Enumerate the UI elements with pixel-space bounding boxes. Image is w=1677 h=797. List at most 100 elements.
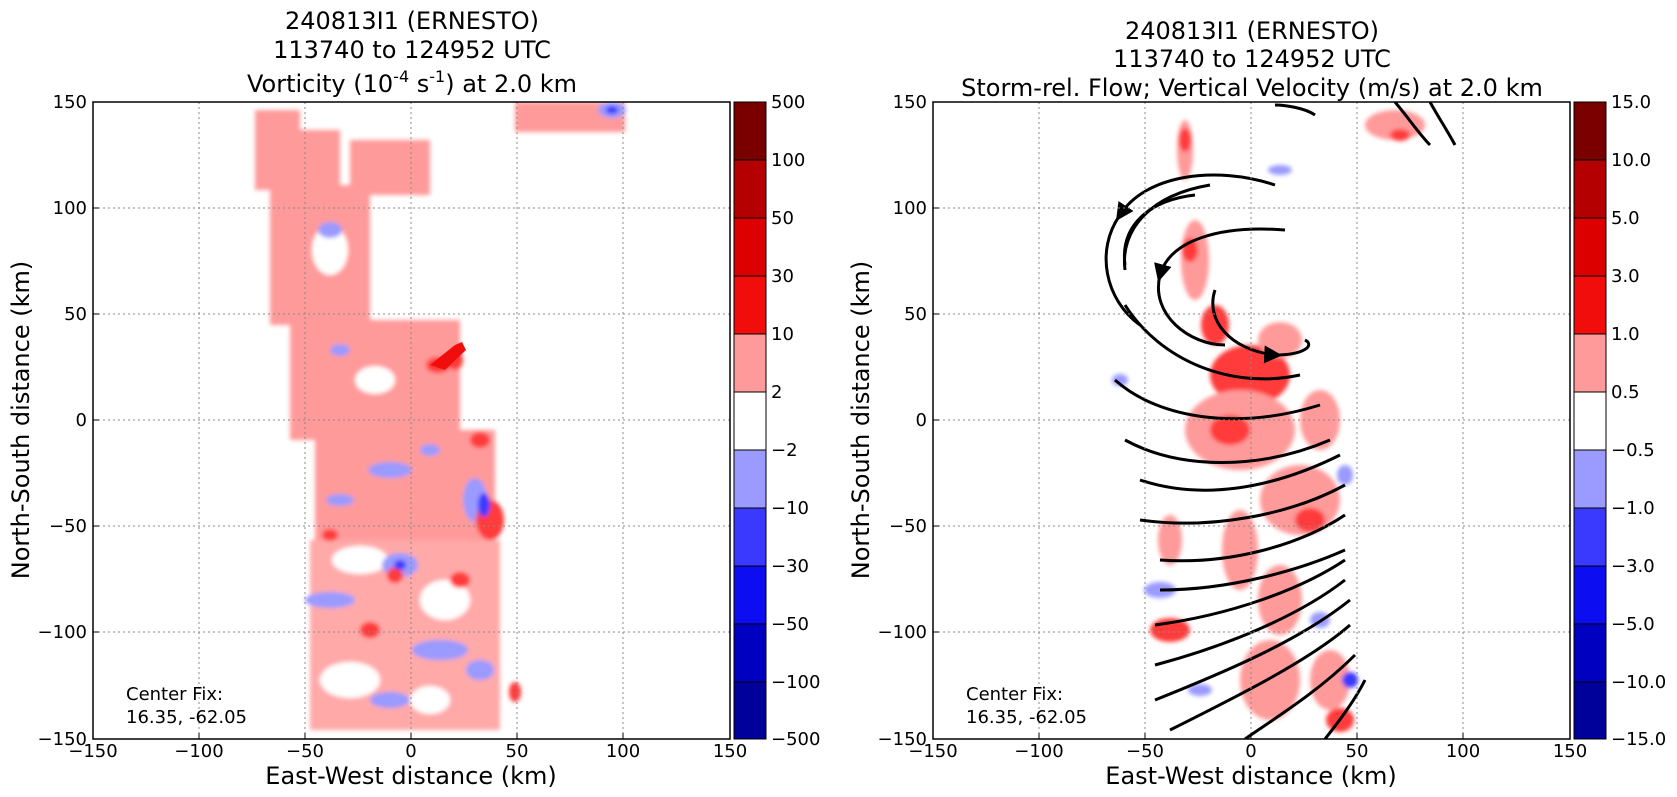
colorbar-label: 15.0 <box>1611 92 1651 113</box>
x-tick-label: −150 <box>68 741 117 762</box>
colorbar-bin <box>1574 392 1606 450</box>
center-fix-label: Center Fix: <box>126 684 223 705</box>
title-line-1: 240813I1 (ERNESTO) <box>285 7 539 35</box>
colorbar-label: −100 <box>771 672 820 693</box>
x-tick-label: 50 <box>506 741 529 762</box>
x-tick-label: −50 <box>1126 741 1164 762</box>
vorticity-colorbar: 500 100 50 30 10 2 −2 −10 −30 −50 −100 −… <box>733 92 820 750</box>
colorbar-label: 500 <box>771 92 805 113</box>
x-tick-label: −50 <box>286 741 324 762</box>
colorbar-label: 0.5 <box>1611 382 1640 403</box>
colorbar-bin <box>734 276 766 334</box>
y-tick-label: 150 <box>53 92 87 113</box>
y-tick-label: 0 <box>76 410 87 431</box>
title-line-3: Vorticity (10-4 s-1) at 2.0 km <box>247 67 577 98</box>
colorbar-label: −2 <box>771 440 798 461</box>
x-tick-label: 0 <box>405 741 416 762</box>
colorbar-bin <box>734 334 766 392</box>
y-tick-label: −150 <box>38 729 87 750</box>
y-tick-label: 100 <box>893 198 927 219</box>
colorbar-label: 2 <box>771 382 782 403</box>
y-tick-label: −100 <box>38 622 87 643</box>
y-tick-label: −50 <box>889 516 927 537</box>
colorbar-bin <box>734 160 766 218</box>
y-tick-labels: 150 100 50 0 −50 −100 −150 <box>38 92 87 750</box>
colorbar-label: −0.5 <box>1611 440 1655 461</box>
colorbar-bin <box>734 682 766 739</box>
colorbar-bin <box>1574 682 1606 739</box>
title-line-2: 113740 to 124952 UTC <box>273 36 551 64</box>
colorbar-bin <box>1574 450 1606 508</box>
colorbar-bin <box>1574 566 1606 624</box>
x-tick-label: 100 <box>1446 741 1480 762</box>
vorticity-panel: 240813I1 (ERNESTO) 113740 to 124952 UTC … <box>7 7 820 790</box>
colorbar-bin <box>1574 218 1606 276</box>
colorbar-bin <box>734 624 766 682</box>
colorbar-label: −1.0 <box>1611 498 1655 519</box>
y-axis-label: North-South distance (km) <box>847 261 875 580</box>
colorbar-label: 1.0 <box>1611 324 1640 345</box>
colorbar-label: −50 <box>771 614 809 635</box>
x-tick-label: −100 <box>1014 741 1063 762</box>
y-tick-label: −100 <box>878 622 927 643</box>
x-tick-label: 150 <box>1553 741 1587 762</box>
x-tick-label: 50 <box>1346 741 1369 762</box>
x-tick-label: 0 <box>1245 741 1256 762</box>
y-tick-label: 150 <box>893 92 927 113</box>
colorbar-bin <box>734 102 766 160</box>
colorbar-label: 5.0 <box>1611 208 1640 229</box>
colorbar-label: −5.0 <box>1611 614 1655 635</box>
y-tick-label: −150 <box>878 729 927 750</box>
x-tick-label: −150 <box>908 741 957 762</box>
colorbar-label: −3.0 <box>1611 556 1655 577</box>
colorbar-label: −15.0 <box>1611 729 1666 750</box>
x-axis-label: East-West distance (km) <box>265 762 556 790</box>
y-tick-label: 0 <box>916 410 927 431</box>
title-line-1: 240813I1 (ERNESTO) <box>1125 17 1379 45</box>
vertical-velocity-colorbar: 15.0 10.0 5.0 3.0 1.0 0.5 −0.5 −1.0 −3.0… <box>1573 92 1666 750</box>
title-line-2: 113740 to 124952 UTC <box>1113 45 1391 73</box>
title-line-3: Storm-rel. Flow; Vertical Velocity (m/s)… <box>961 74 1543 102</box>
colorbar-bin <box>1574 276 1606 334</box>
colorbar-label: −10.0 <box>1611 672 1666 693</box>
colorbar-bin <box>734 508 766 566</box>
streamlines <box>1104 102 1457 739</box>
colorbar-label: −30 <box>771 556 809 577</box>
colorbar-label: 30 <box>771 266 794 287</box>
x-tick-label: −100 <box>174 741 223 762</box>
grid-lines <box>933 102 1570 739</box>
colorbar-label: 10.0 <box>1611 150 1651 171</box>
colorbar-label: 100 <box>771 150 805 171</box>
colorbar-bin <box>734 566 766 624</box>
colorbar-bin <box>1574 102 1606 160</box>
colorbar-bin <box>1574 160 1606 218</box>
x-axis-label: East-West distance (km) <box>1105 762 1396 790</box>
x-tick-labels: −150 −100 −50 0 50 100 150 <box>68 741 747 762</box>
colorbar-label: 3.0 <box>1611 266 1640 287</box>
colorbar-bin <box>1574 508 1606 566</box>
vertical-velocity-panel: 240813I1 (ERNESTO) 113740 to 124952 UTC … <box>847 17 1666 790</box>
y-tick-label: 50 <box>904 304 927 325</box>
y-axis-label: North-South distance (km) <box>7 261 35 580</box>
colorbar-label: 50 <box>771 208 794 229</box>
center-fix-value: 16.35, -62.05 <box>966 707 1087 728</box>
y-tick-labels: 150 100 50 0 −50 −100 −150 <box>878 92 927 750</box>
colorbar-bin <box>1574 334 1606 392</box>
colorbar-bin <box>1574 624 1606 682</box>
vertical-velocity-field <box>1112 110 1425 732</box>
vorticity-field <box>255 102 626 730</box>
y-tick-label: 100 <box>53 198 87 219</box>
y-tick-label: −50 <box>49 516 87 537</box>
colorbar-label: −500 <box>771 729 820 750</box>
x-tick-label: 150 <box>713 741 747 762</box>
colorbar-bin <box>734 218 766 276</box>
x-tick-labels: −150 −100 −50 0 50 100 150 <box>908 741 1587 762</box>
colorbar-label: −10 <box>771 498 809 519</box>
x-tick-label: 100 <box>606 741 640 762</box>
colorbar-label: 10 <box>771 324 794 345</box>
center-fix-label: Center Fix: <box>966 684 1063 705</box>
colorbar-bin <box>734 450 766 508</box>
grid-lines <box>93 102 730 739</box>
center-fix-value: 16.35, -62.05 <box>126 707 247 728</box>
y-tick-label: 50 <box>64 304 87 325</box>
